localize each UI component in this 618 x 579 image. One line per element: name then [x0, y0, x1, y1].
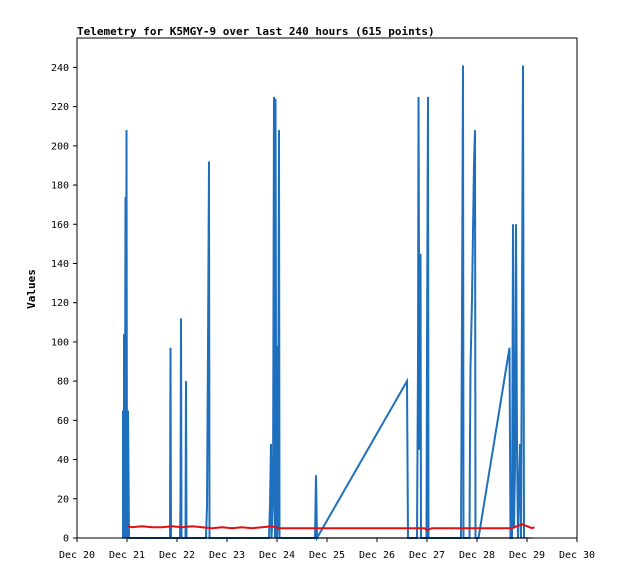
- x-tick-label: Dec 22: [159, 550, 195, 561]
- series-line-red: [126, 523, 535, 532]
- x-tick-label: Dec 27: [409, 550, 445, 561]
- y-tick-label: 240: [51, 63, 69, 74]
- x-tick-label: Dec 26: [359, 550, 395, 561]
- x-tick-label: Dec 29: [509, 550, 545, 561]
- y-tick-label: 160: [51, 220, 69, 231]
- y-tick-label: 20: [57, 494, 69, 505]
- y-tick-label: 200: [51, 141, 69, 152]
- y-tick-label: 40: [57, 455, 69, 466]
- x-tick-label: Dec 28: [459, 550, 495, 561]
- series-line-blue: [122, 65, 525, 542]
- x-tick-label: Dec 25: [309, 550, 345, 561]
- x-tick-label: Dec 23: [209, 550, 245, 561]
- y-tick-label: 220: [51, 102, 69, 113]
- y-axis-label: Values: [25, 269, 38, 309]
- x-tick-label: Dec 20: [59, 550, 95, 561]
- series-layer: [122, 65, 535, 542]
- y-tick-label: 0: [63, 534, 69, 545]
- plot-frame: [76, 37, 578, 539]
- y-tick-label: 60: [57, 416, 69, 427]
- y-tick-label: 100: [51, 337, 69, 348]
- y-tick-label: 80: [57, 377, 69, 388]
- y-tick-label: 140: [51, 259, 69, 270]
- chart-title: Telemetry for K5MGY-9 over last 240 hour…: [77, 25, 435, 38]
- x-axis: Dec 20 Dec 21 Dec 22 Dec 23 Dec 24 Dec 25 Dec …: [59, 538, 595, 561]
- x-tick-label: Dec 21: [109, 550, 145, 561]
- y-axis: 0 20 40 60 80 100 120 140 160 180 200 220 240: [51, 63, 77, 545]
- x-tick-label: Dec 24: [259, 550, 295, 561]
- y-tick-label: 120: [51, 298, 69, 309]
- y-tick-label: 180: [51, 181, 69, 192]
- x-tick-label: Dec 30: [559, 550, 595, 561]
